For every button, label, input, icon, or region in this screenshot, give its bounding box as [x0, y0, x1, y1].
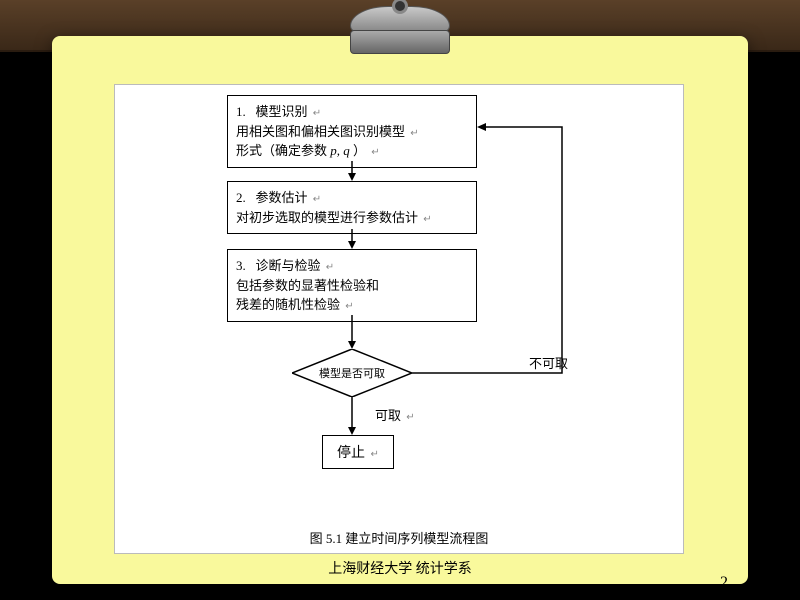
box3-title: 诊断与检验	[256, 258, 321, 273]
arrow-2-3	[347, 229, 357, 249]
flowchart-panel: 1. 模型识别 ↵ 用相关图和偏相关图识别模型 ↵ 形式（确定参数 p, q ）…	[114, 84, 684, 554]
arrow-3-diamond	[347, 315, 357, 349]
box2-num: 2.	[236, 190, 246, 205]
arrow-1-2	[347, 161, 357, 181]
box3-num: 3.	[236, 258, 246, 273]
slide-stage: 1. 模型识别 ↵ 用相关图和偏相关图识别模型 ↵ 形式（确定参数 p, q ）…	[0, 0, 800, 600]
flow-stop: 停止 ↵	[322, 435, 394, 469]
enter-icon: ↵	[345, 301, 353, 312]
enter-icon: ↵	[371, 449, 379, 460]
page-number: 2	[720, 574, 728, 592]
enter-icon: ↵	[326, 262, 334, 273]
enter-icon: ↵	[313, 108, 321, 119]
flow-decision: 模型是否可取	[292, 349, 412, 397]
label-no: 不可取	[529, 353, 568, 372]
arrow-no-loop	[412, 115, 582, 379]
flowchart: 1. 模型识别 ↵ 用相关图和偏相关图识别模型 ↵ 形式（确定参数 p, q ）…	[115, 85, 683, 553]
arrow-yes	[347, 397, 357, 435]
clipboard-clip	[350, 6, 450, 60]
enter-icon: ↵	[371, 147, 379, 158]
decision-label: 模型是否可取	[292, 349, 412, 397]
enter-icon: ↵	[313, 194, 321, 205]
clip-body	[350, 30, 450, 54]
flowchart-caption: 图 5.1 建立时间序列模型流程图	[115, 528, 683, 547]
box2-title: 参数估计	[256, 190, 308, 205]
box1-title: 模型识别	[256, 104, 308, 119]
enter-icon: ↵	[406, 412, 414, 423]
clipboard-paper: 1. 模型识别 ↵ 用相关图和偏相关图识别模型 ↵ 形式（确定参数 p, q ）…	[52, 36, 748, 584]
slide-footer: 上海财经大学 统计学系	[52, 558, 748, 578]
box1-num: 1.	[236, 104, 246, 119]
label-yes: 可取 ↵	[375, 405, 415, 424]
